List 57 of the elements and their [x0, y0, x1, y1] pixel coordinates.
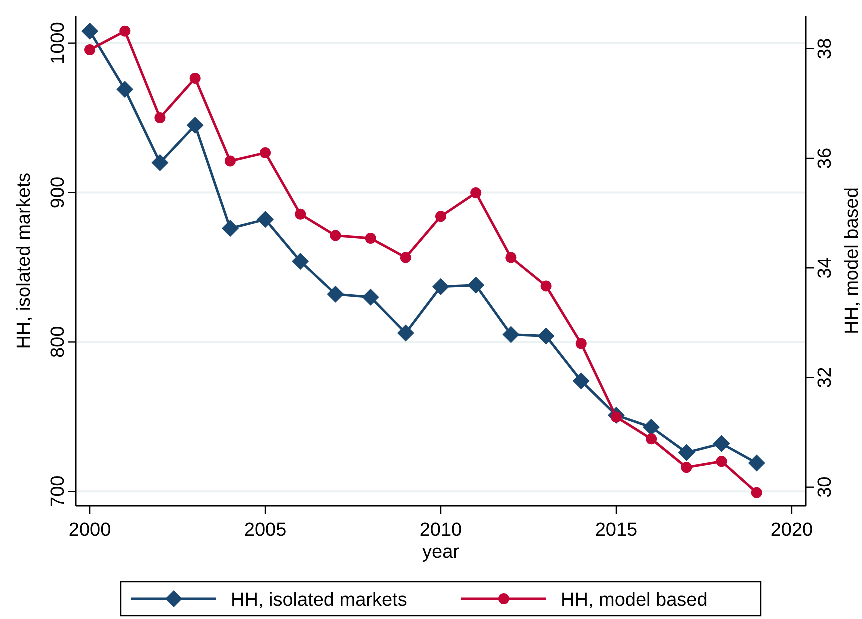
point [260, 148, 272, 159]
point [470, 188, 482, 199]
y-tick-label: 1000 [48, 22, 69, 64]
point [222, 220, 239, 238]
point [186, 117, 204, 134]
point [681, 462, 692, 474]
y2-axis-title: HH, model based [842, 188, 862, 334]
y2-tick-label: 36 [814, 148, 836, 170]
point [502, 326, 520, 344]
point [748, 454, 766, 472]
point [436, 211, 446, 222]
point [330, 230, 342, 242]
point [154, 112, 166, 124]
legend-label: HH, isolated markets [231, 590, 408, 611]
point [576, 338, 587, 350]
point [506, 252, 517, 264]
y2-tick-label: 38 [814, 38, 836, 60]
point [190, 72, 201, 84]
point [292, 253, 310, 270]
point [646, 434, 658, 445]
x-tick-label: 2005 [244, 520, 287, 541]
x-tick-label: 2010 [420, 520, 462, 541]
point [116, 81, 134, 98]
point [678, 444, 696, 462]
point [224, 156, 236, 167]
point [713, 435, 730, 452]
y-tick-label: 900 [48, 176, 69, 209]
x-tick-label: 2015 [595, 520, 638, 541]
point [152, 154, 169, 172]
y2-tick-label: 30 [814, 476, 836, 498]
point [84, 44, 96, 56]
point [538, 328, 555, 345]
point [327, 286, 344, 303]
x-tick-label: 2020 [770, 520, 814, 541]
point [400, 252, 412, 264]
point [716, 456, 728, 468]
point [365, 233, 376, 244]
y-tick-label: 800 [48, 326, 69, 358]
point [751, 487, 762, 498]
point [82, 22, 99, 40]
point [120, 26, 131, 37]
y-tick-label: 700 [48, 476, 69, 508]
point [397, 324, 414, 342]
y2-tick-label: 34 [814, 257, 836, 279]
point [432, 278, 450, 296]
x-axis-title: year [422, 542, 460, 563]
point [643, 418, 660, 436]
point [468, 276, 485, 294]
point [295, 208, 306, 220]
point [362, 288, 380, 306]
x-tick-label: 2000 [68, 520, 112, 541]
point [540, 280, 552, 292]
y2-tick-label: 32 [814, 367, 836, 388]
legend-label: HH, model based [561, 590, 708, 611]
point [572, 372, 590, 390]
point [257, 211, 274, 228]
y-axis-title: HH, isolated markets [14, 172, 35, 350]
